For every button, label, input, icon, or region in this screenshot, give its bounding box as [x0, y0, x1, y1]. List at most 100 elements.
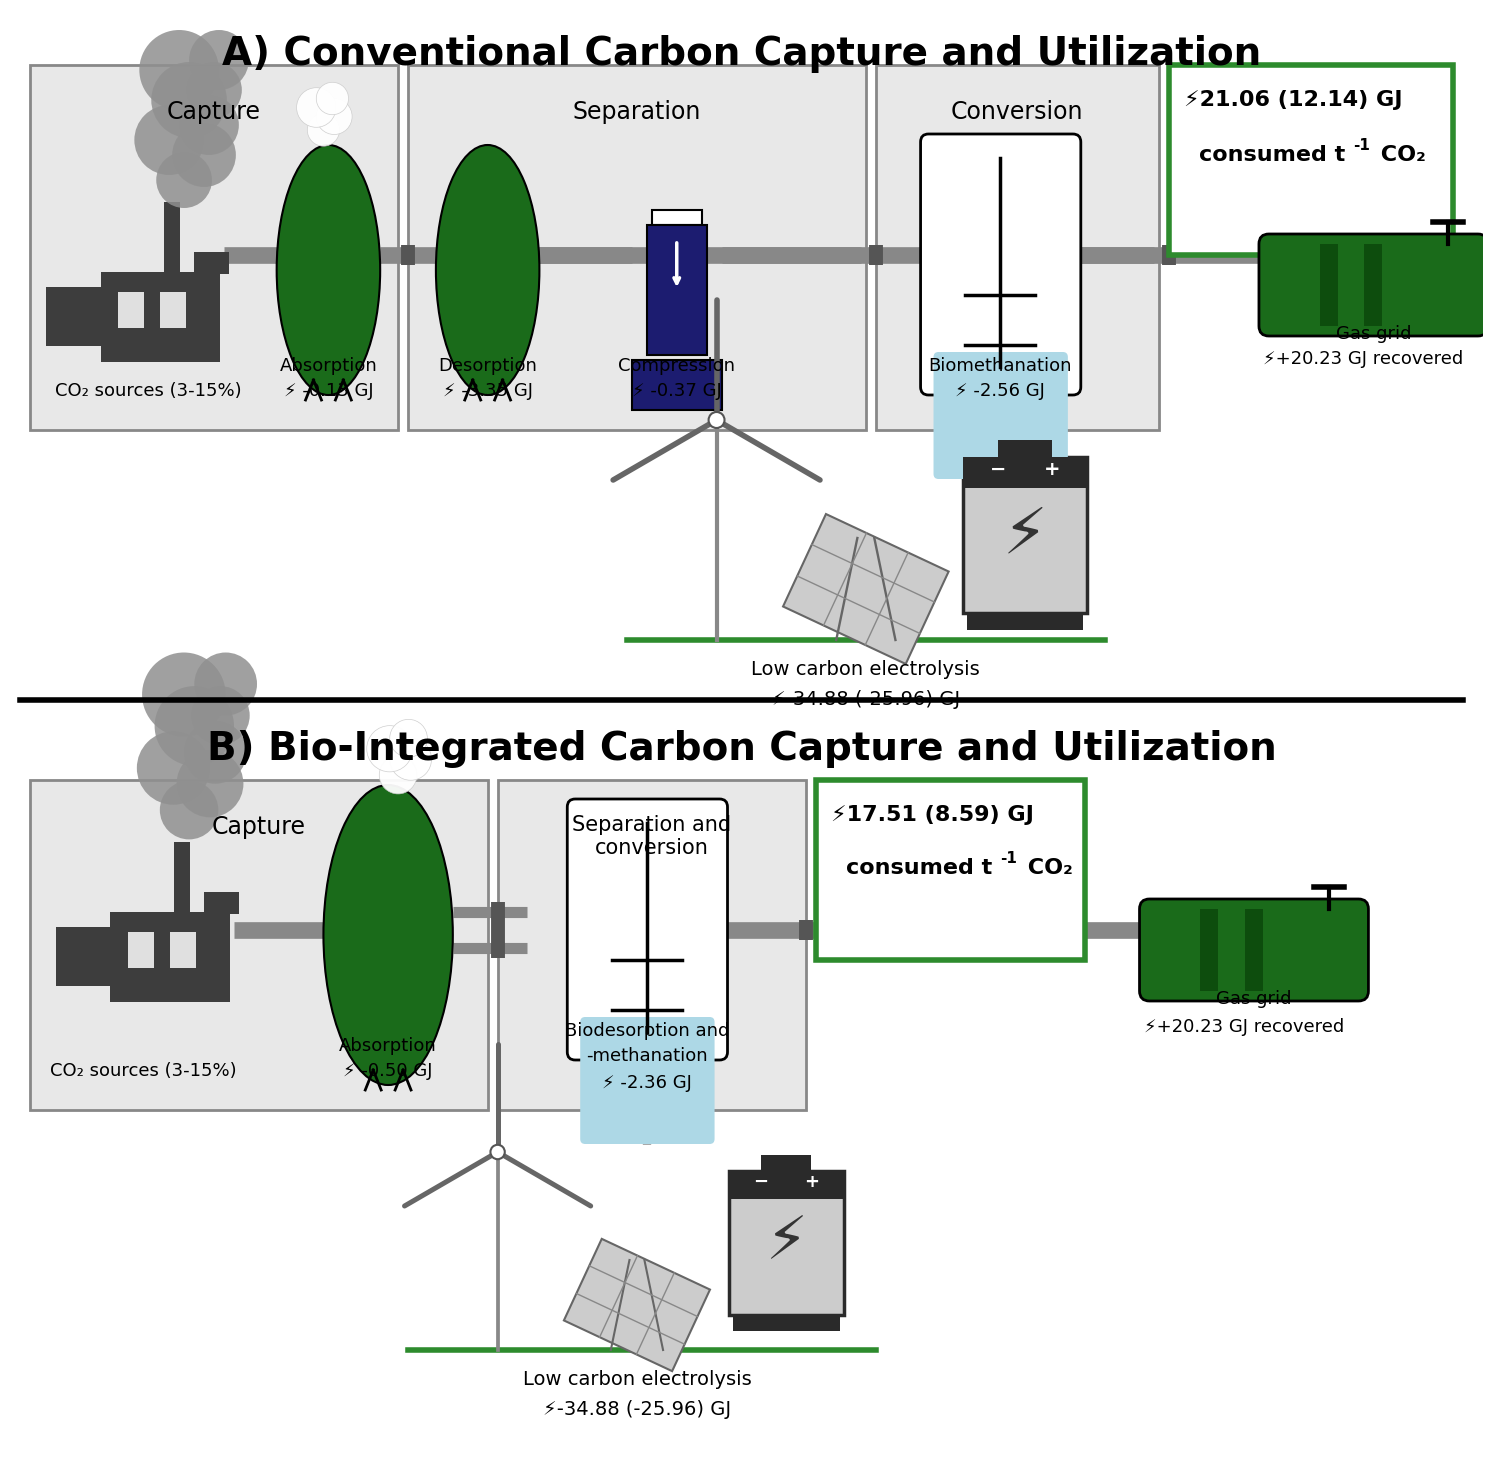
- Circle shape: [367, 726, 413, 773]
- Text: ⚡21.06 (12.14) GJ: ⚡21.06 (12.14) GJ: [1185, 89, 1402, 110]
- Text: ⚡-34.88 (-25.96) GJ: ⚡-34.88 (-25.96) GJ: [772, 690, 960, 710]
- Text: consumed t: consumed t: [846, 858, 992, 878]
- Text: Compression: Compression: [618, 358, 735, 375]
- FancyBboxPatch shape: [174, 841, 191, 912]
- Text: +: +: [803, 1173, 820, 1192]
- Text: Biodesorption and: Biodesorption and: [565, 1022, 729, 1039]
- Circle shape: [490, 1145, 505, 1160]
- FancyBboxPatch shape: [1246, 909, 1264, 991]
- Circle shape: [183, 721, 246, 784]
- FancyBboxPatch shape: [110, 912, 229, 1001]
- Circle shape: [176, 751, 243, 818]
- Circle shape: [142, 652, 225, 736]
- FancyBboxPatch shape: [204, 891, 238, 913]
- Text: Biomethanation: Biomethanation: [928, 358, 1071, 375]
- Circle shape: [189, 29, 249, 89]
- Text: Capture: Capture: [167, 100, 261, 125]
- FancyBboxPatch shape: [964, 457, 1086, 488]
- FancyBboxPatch shape: [730, 1171, 843, 1199]
- Text: Conversion: Conversion: [951, 100, 1083, 125]
- FancyBboxPatch shape: [1170, 65, 1453, 255]
- FancyBboxPatch shape: [408, 65, 866, 430]
- FancyBboxPatch shape: [46, 287, 103, 346]
- Polygon shape: [563, 1239, 709, 1371]
- Text: ⚡: ⚡: [1003, 504, 1047, 566]
- Text: -1: -1: [1000, 850, 1018, 866]
- Circle shape: [173, 123, 235, 188]
- FancyBboxPatch shape: [651, 210, 702, 224]
- Text: CO₂ sources (3-15%): CO₂ sources (3-15%): [49, 1061, 237, 1080]
- FancyBboxPatch shape: [30, 780, 487, 1110]
- Text: ⚡ -2.56 GJ: ⚡ -2.56 GJ: [955, 383, 1044, 400]
- FancyBboxPatch shape: [568, 799, 727, 1060]
- Circle shape: [156, 152, 212, 208]
- FancyBboxPatch shape: [580, 1017, 715, 1143]
- Text: +: +: [1044, 460, 1061, 479]
- FancyBboxPatch shape: [100, 273, 221, 362]
- FancyBboxPatch shape: [1259, 235, 1489, 336]
- Circle shape: [191, 686, 250, 745]
- FancyBboxPatch shape: [876, 65, 1159, 430]
- FancyBboxPatch shape: [164, 202, 180, 273]
- Text: ⚡+20.23 GJ recovered: ⚡+20.23 GJ recovered: [1264, 350, 1463, 368]
- FancyBboxPatch shape: [733, 1315, 840, 1331]
- FancyBboxPatch shape: [30, 65, 398, 430]
- FancyBboxPatch shape: [632, 361, 721, 410]
- Text: ⚡+20.23 GJ recovered: ⚡+20.23 GJ recovered: [1144, 1017, 1344, 1036]
- Text: ⚡ -0.37 GJ: ⚡ -0.37 GJ: [632, 383, 721, 400]
- Text: ⚡ -0.50 GJ: ⚡ -0.50 GJ: [343, 1061, 434, 1080]
- FancyBboxPatch shape: [170, 932, 197, 968]
- FancyBboxPatch shape: [1201, 909, 1219, 991]
- Circle shape: [137, 732, 210, 805]
- Text: CO₂ sources (3-15%): CO₂ sources (3-15%): [55, 383, 241, 400]
- FancyBboxPatch shape: [1140, 899, 1368, 1001]
- Ellipse shape: [277, 145, 380, 394]
- Text: −: −: [989, 460, 1006, 479]
- Text: Capture: Capture: [212, 815, 305, 839]
- Text: Desorption: Desorption: [438, 358, 536, 375]
- Circle shape: [152, 62, 226, 138]
- Ellipse shape: [437, 145, 539, 394]
- FancyBboxPatch shape: [967, 613, 1083, 630]
- FancyBboxPatch shape: [161, 292, 186, 328]
- Text: Gas grid: Gas grid: [1216, 990, 1292, 1009]
- FancyBboxPatch shape: [921, 133, 1080, 394]
- Circle shape: [159, 780, 219, 840]
- Polygon shape: [784, 515, 949, 664]
- Circle shape: [186, 62, 241, 117]
- Circle shape: [390, 720, 428, 756]
- FancyBboxPatch shape: [934, 352, 1068, 479]
- FancyBboxPatch shape: [194, 252, 229, 274]
- Text: Low carbon electrolysis: Low carbon electrolysis: [523, 1371, 751, 1388]
- Text: CO₂: CO₂: [1374, 145, 1426, 166]
- Circle shape: [390, 739, 432, 780]
- Text: B) Bio-Integrated Carbon Capture and Utilization: B) Bio-Integrated Carbon Capture and Uti…: [207, 730, 1277, 768]
- Text: ⚡ -0.13 GJ: ⚡ -0.13 GJ: [283, 383, 372, 400]
- Text: Separation and
conversion: Separation and conversion: [572, 815, 732, 858]
- Text: Absorption: Absorption: [340, 1036, 437, 1056]
- Text: −: −: [754, 1173, 769, 1192]
- FancyBboxPatch shape: [498, 780, 806, 1110]
- Text: A) Conventional Carbon Capture and Utilization: A) Conventional Carbon Capture and Utili…: [222, 35, 1261, 73]
- Circle shape: [179, 95, 238, 155]
- FancyBboxPatch shape: [55, 927, 113, 985]
- Text: Absorption: Absorption: [280, 358, 377, 375]
- FancyBboxPatch shape: [730, 1171, 843, 1315]
- Circle shape: [307, 114, 340, 147]
- FancyBboxPatch shape: [817, 780, 1085, 960]
- Circle shape: [709, 412, 724, 428]
- Text: Gas grid: Gas grid: [1335, 325, 1411, 343]
- FancyBboxPatch shape: [128, 932, 155, 968]
- Circle shape: [155, 686, 234, 765]
- FancyBboxPatch shape: [1320, 243, 1338, 325]
- Text: ⚡ -3.35 GJ: ⚡ -3.35 GJ: [443, 383, 532, 400]
- FancyBboxPatch shape: [964, 457, 1086, 613]
- Text: consumed t: consumed t: [1199, 145, 1345, 166]
- Text: ⚡ -2.36 GJ: ⚡ -2.36 GJ: [602, 1075, 691, 1092]
- Circle shape: [134, 106, 204, 174]
- Text: -1: -1: [1353, 138, 1371, 152]
- Text: ⚡-34.88 (-25.96) GJ: ⚡-34.88 (-25.96) GJ: [542, 1400, 732, 1419]
- FancyBboxPatch shape: [761, 1155, 811, 1171]
- Circle shape: [140, 29, 219, 110]
- FancyBboxPatch shape: [118, 292, 145, 328]
